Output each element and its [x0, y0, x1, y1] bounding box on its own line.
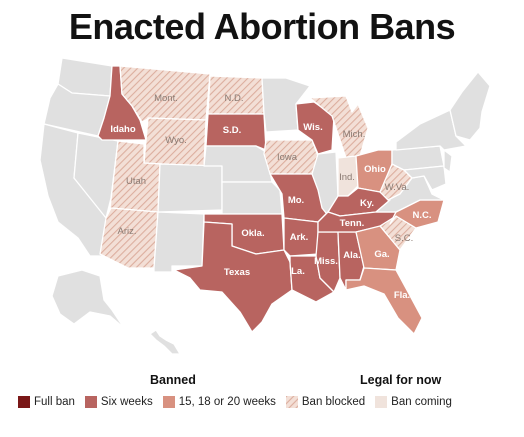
label-south-dakota: S.D. — [223, 125, 241, 136]
state-new-jersey — [443, 149, 453, 173]
state-alaska — [51, 269, 125, 329]
legend-item-15-18-20-weeks: 15, 18 or 20 weeks — [162, 396, 276, 408]
state-new-mexico — [153, 211, 205, 273]
state-illinois — [311, 151, 339, 219]
legend-item-full-ban: Full ban — [18, 396, 75, 408]
state-texas — [173, 221, 293, 333]
label-north-dakota: N.D. — [225, 93, 244, 104]
label-oklahoma: Okla. — [241, 228, 264, 239]
legend-swatch-ban-coming — [375, 396, 388, 408]
legend-item-six-weeks: Six weeks — [84, 396, 153, 408]
label-florida: Fla. — [394, 290, 410, 301]
legend-swatch-six-weeks — [84, 396, 97, 408]
legend-heading-legal: Legal for now — [360, 373, 442, 387]
legend-label-ban-coming: Ban coming — [391, 396, 452, 408]
legend-swatch-ban-blocked — [285, 396, 298, 408]
label-louisiana: La. — [291, 266, 305, 277]
state-hawaii — [149, 329, 181, 355]
legend: Full ban Six weeks 15, 18 or 20 weeks Ba… — [18, 396, 508, 408]
label-idaho: Idaho — [110, 124, 136, 135]
label-arizona: Ariz. — [118, 226, 137, 237]
label-tennessee: Tenn. — [340, 218, 365, 229]
state-new-york — [395, 109, 467, 151]
label-south-carolina: S.C. — [395, 233, 413, 244]
legend-label-15-18-20-weeks: 15, 18 or 20 weeks — [178, 396, 276, 408]
label-indiana: Ind. — [339, 172, 355, 183]
label-kentucky: Ky. — [360, 198, 374, 209]
state-florida — [345, 267, 423, 335]
label-utah: Utah — [126, 176, 146, 187]
state-colorado — [157, 163, 223, 213]
state-south-dakota — [205, 113, 267, 151]
label-georgia: Ga. — [374, 249, 389, 260]
label-iowa: Iowa — [277, 152, 298, 163]
legend-swatch-full-ban — [18, 396, 30, 408]
legend-label-six-weeks: Six weeks — [100, 396, 153, 408]
label-west-virginia: W.Va. — [385, 182, 410, 193]
state-kansas — [221, 181, 283, 215]
state-new-england — [449, 71, 491, 141]
label-wyoming: Wyo. — [165, 135, 187, 146]
state-labels: Idaho Mont. N.D. Wyo. S.D. Wis. Mich. Io… — [110, 93, 431, 301]
label-montana: Mont. — [154, 93, 178, 104]
legend-swatch-15-18-20-weeks — [162, 396, 175, 408]
legend-heading-banned: Banned — [150, 373, 196, 387]
state-arkansas — [283, 217, 319, 257]
label-ohio: Ohio — [364, 164, 386, 175]
label-north-carolina: N.C. — [413, 210, 432, 221]
legend-item-ban-coming: Ban coming — [375, 396, 452, 408]
legend-label-ban-blocked: Ban blocked — [301, 396, 366, 408]
state-indiana — [337, 155, 359, 197]
label-alabama: Ala. — [343, 250, 360, 261]
map-title: Enacted Abortion Bans — [68, 6, 456, 47]
label-michigan: Mich. — [343, 129, 366, 140]
label-mississippi: Miss. — [314, 256, 338, 267]
label-texas: Texas — [224, 267, 250, 278]
label-arkansas: Ark. — [290, 232, 308, 243]
state-michigan — [309, 95, 369, 159]
state-virginia — [375, 175, 445, 213]
state-arizona — [99, 207, 159, 269]
legend-item-ban-blocked: Ban blocked — [285, 396, 366, 408]
label-missouri: Mo. — [288, 195, 304, 206]
legend-label-full-ban: Full ban — [34, 396, 75, 408]
label-wisconsin: Wis. — [303, 122, 322, 133]
